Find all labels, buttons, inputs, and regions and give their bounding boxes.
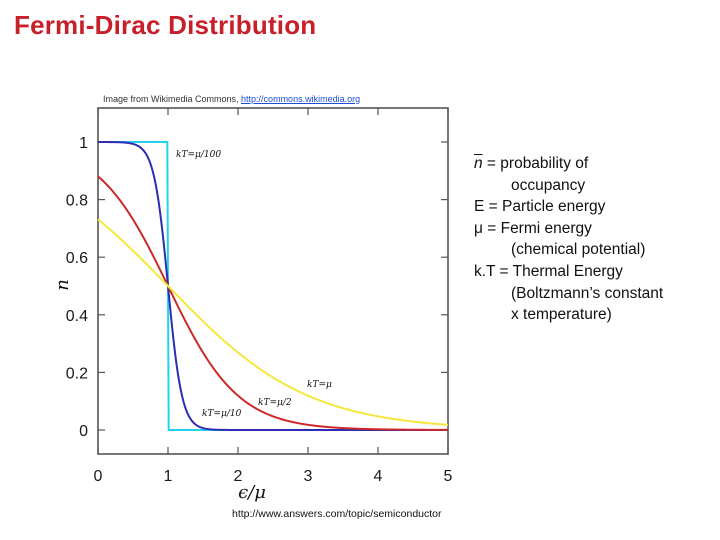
curve-label-mu: kT=μ	[307, 380, 332, 390]
x-tick-label: 0	[94, 468, 103, 485]
x-tick-label: 5	[444, 468, 453, 485]
series-line-3	[97, 218, 449, 426]
y-tick-label: 0	[79, 423, 88, 440]
symbol-legend: n = probability of occupancy E = Particl…	[474, 153, 714, 326]
slide-title: Fermi-Dirac Distribution	[14, 10, 317, 40]
legend-line-5: (chemical potential)	[511, 241, 646, 259]
y-axis-label: n	[52, 279, 73, 291]
legend-line-3: E = Particle energy	[474, 198, 606, 216]
x-tick-label: 4	[374, 468, 383, 485]
legend-line-2: occupancy	[511, 176, 586, 194]
plot-frame	[97, 107, 449, 455]
legend-line-4: μ = Fermi energy	[474, 219, 592, 237]
x-tick-label: 2	[234, 468, 243, 485]
series-line-1	[98, 141, 448, 431]
curve-label-mu100: kT=μ/100	[176, 150, 221, 160]
credit-link[interactable]: http://commons.wikimedia.org	[241, 94, 361, 104]
legend-line-6: k.T = Thermal Energy	[474, 262, 623, 280]
source-url[interactable]: http://www.answers.com/topic/semiconduct…	[232, 508, 442, 520]
y-tick-label: 0.8	[66, 193, 88, 210]
y-tick-label: 0.4	[66, 308, 88, 325]
credit-text: Image from Wikimedia Commons,	[103, 94, 242, 104]
series-line-2	[97, 175, 448, 431]
x-tick-label: 3	[304, 468, 313, 485]
legend-line-8: x temperature)	[511, 306, 612, 324]
legend-n-symbol: n	[474, 155, 483, 172]
x-axis-label: ϵ/μ	[238, 482, 266, 503]
series-line-0	[98, 141, 448, 431]
curve-label-mu2: kT=μ/2	[258, 398, 292, 408]
legend-line-7: (Boltzmann’s constant	[511, 284, 664, 302]
image-credit: Image from Wikimedia Commons, http://com…	[103, 94, 360, 104]
y-tick-label: 0.2	[66, 365, 88, 382]
x-tick-label: 1	[164, 468, 173, 485]
curve-label-mu10: kT=μ/10	[202, 409, 242, 419]
y-tick-label: 1	[79, 135, 88, 152]
legend-line-1: n = probability of	[474, 153, 714, 175]
legend-text-1: = probability of	[482, 155, 589, 172]
y-tick-label: 0.6	[66, 250, 88, 267]
